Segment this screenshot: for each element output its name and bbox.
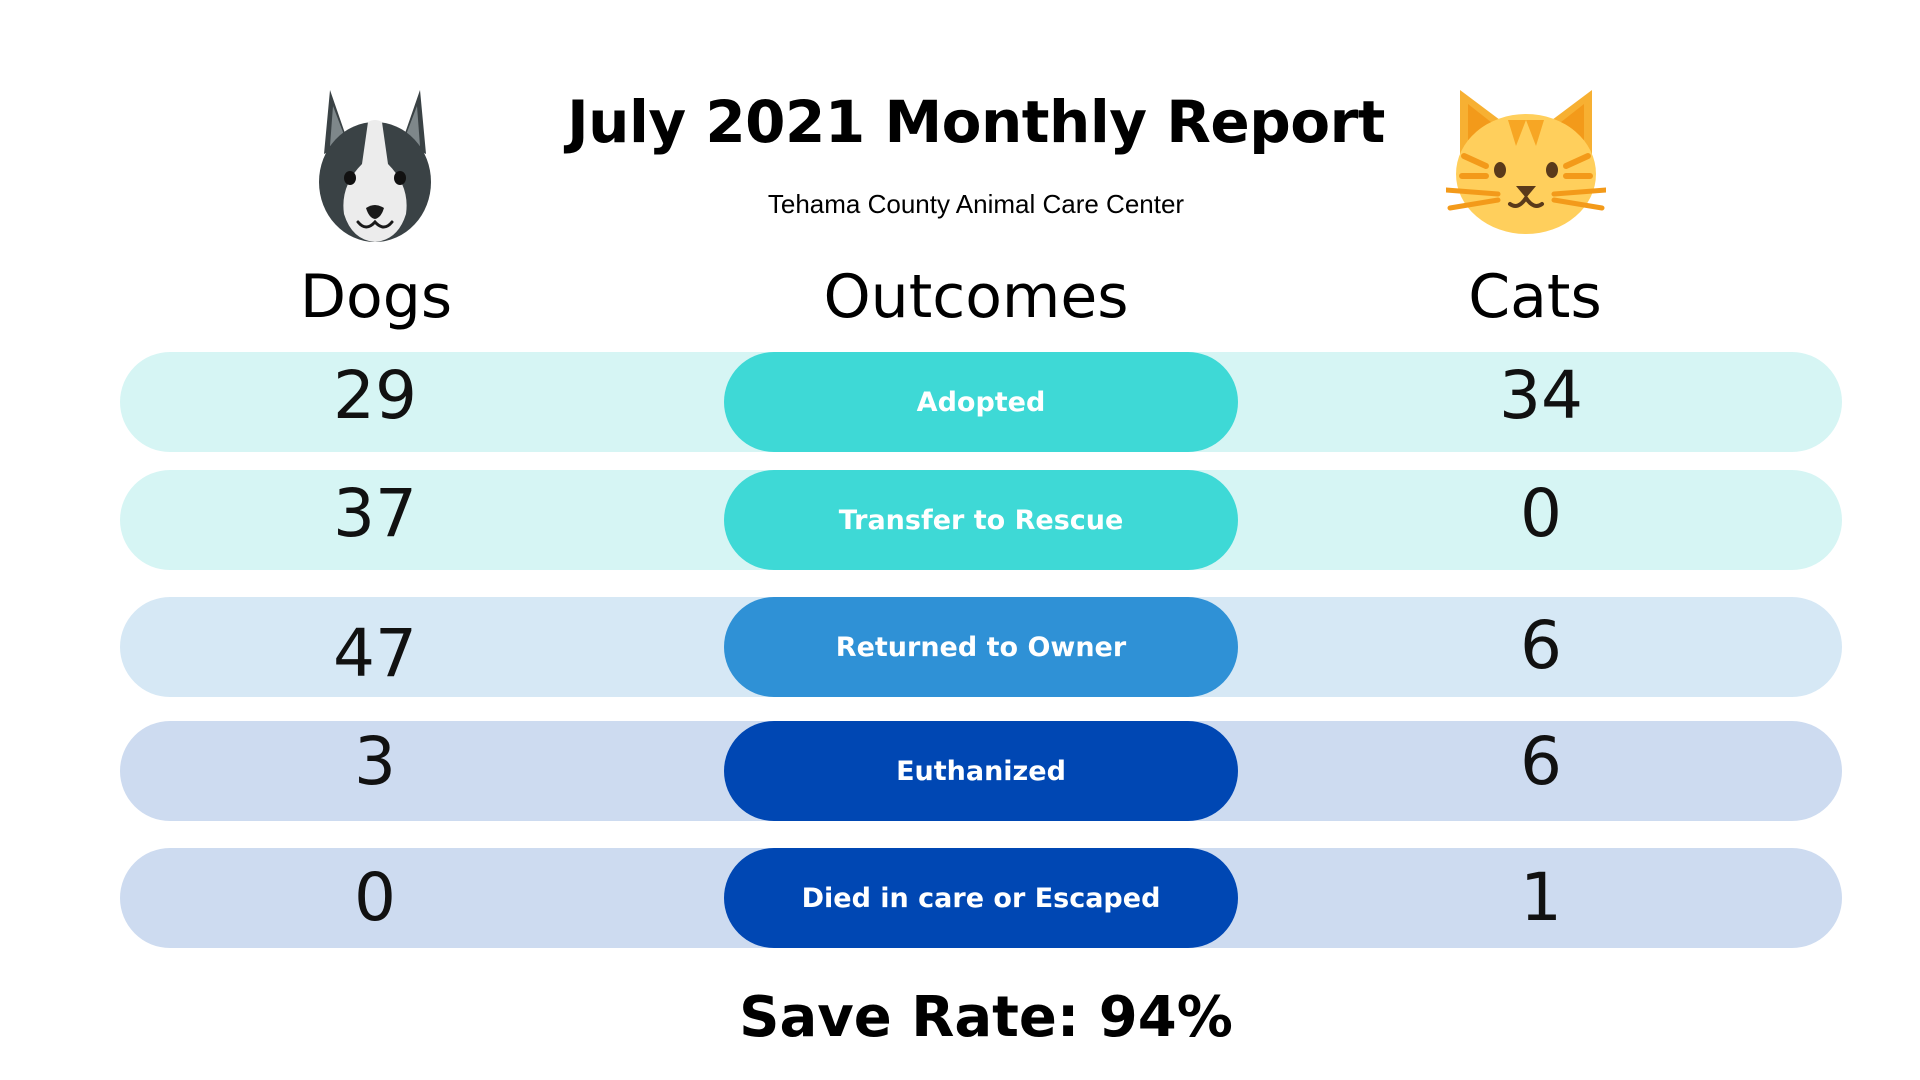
outcome-label: Died in care or Escaped	[801, 882, 1161, 914]
outcome-label: Returned to Owner	[835, 631, 1127, 663]
outcome-pill: Transfer to Rescue	[724, 470, 1238, 570]
page-title: July 2021 Monthly Report	[567, 88, 1385, 156]
column-header-outcomes: Outcomes	[823, 262, 1129, 332]
dogs-count: 29	[333, 357, 417, 434]
cats-count: 6	[1520, 723, 1562, 800]
column-header-cats: Cats	[1468, 262, 1602, 332]
cats-count: 6	[1520, 607, 1562, 684]
dogs-count: 37	[333, 475, 417, 552]
outcome-pill: Returned to Owner	[724, 597, 1238, 697]
outcome-pill: Euthanized	[724, 721, 1238, 821]
cats-count: 1	[1520, 859, 1562, 936]
outcome-pill: Died in care or Escaped	[724, 848, 1238, 948]
outcome-label: Euthanized	[896, 755, 1066, 787]
dog-face-icon	[319, 90, 431, 242]
cats-count: 34	[1499, 357, 1583, 434]
dogs-count: 47	[333, 615, 417, 692]
dogs-count: 3	[354, 723, 396, 800]
outcome-pill: Adopted	[724, 352, 1238, 452]
column-header-dogs: Dogs	[299, 262, 453, 332]
outcome-label: Adopted	[916, 386, 1046, 418]
cats-count: 0	[1520, 475, 1562, 552]
cat-face-icon	[1446, 90, 1606, 234]
dogs-count: 0	[354, 859, 396, 936]
outcome-label: Transfer to Rescue	[838, 504, 1124, 536]
page-subtitle: Tehama County Animal Care Center	[767, 189, 1185, 219]
save-rate: Save Rate: 94%	[739, 985, 1233, 1050]
